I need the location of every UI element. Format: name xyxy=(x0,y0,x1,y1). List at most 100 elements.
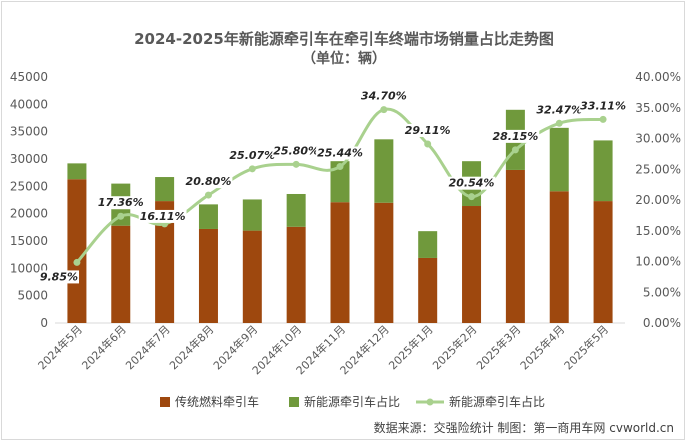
share-point xyxy=(204,191,212,199)
bar-traditional xyxy=(374,202,394,323)
share-data-label: 20.54% xyxy=(449,177,495,190)
legend-label-line: 新能源牵引车占比 xyxy=(449,394,545,409)
share-point xyxy=(380,106,388,114)
bar-traditional xyxy=(418,257,438,323)
share-data-label-bg xyxy=(447,176,496,190)
left-y-tick-label: 0 xyxy=(40,316,48,330)
bar-traditional xyxy=(593,201,613,323)
legend-swatch-traditional xyxy=(160,397,170,407)
x-tick-label: 2025年5月 xyxy=(561,322,611,372)
x-tick-label: 2024年8月 xyxy=(166,322,216,372)
x-tick-label: 2024年6月 xyxy=(79,322,129,372)
bar-traditional xyxy=(111,225,131,323)
bar-traditional xyxy=(505,169,525,323)
bar-new-energy xyxy=(418,231,438,258)
left-y-tick-label: 40000 xyxy=(10,97,48,111)
legend-label-new-energy-bar: 新能源牵引车占比 xyxy=(304,394,400,409)
share-data-label: 34.70% xyxy=(361,90,407,103)
share-data-label: 9.85% xyxy=(40,270,78,283)
legend-label-traditional: 传统燃料牵引车 xyxy=(175,394,259,409)
share-data-label-bg xyxy=(316,146,364,160)
legend-swatch-line-marker xyxy=(426,398,434,406)
bar-traditional xyxy=(198,228,218,323)
bar-traditional xyxy=(242,230,262,323)
right-y-tick-label: 15.00% xyxy=(635,224,681,238)
share-point xyxy=(117,212,125,220)
left-y-tick-label: 35000 xyxy=(10,125,48,139)
right-y-tick-label: 20.00% xyxy=(635,193,681,207)
bar-new-energy xyxy=(330,161,350,203)
right-y-tick-label: 5.00% xyxy=(643,285,681,299)
right-y-tick-label: 30.00% xyxy=(635,132,681,146)
bar-new-energy xyxy=(67,163,87,180)
bar-new-energy xyxy=(155,177,175,202)
share-data-label: 33.11% xyxy=(580,99,626,112)
share-data-label: 16.11% xyxy=(140,210,186,223)
bar-new-energy xyxy=(549,127,569,192)
share-point xyxy=(468,193,476,201)
share-data-label-bg xyxy=(96,196,145,210)
bar-traditional xyxy=(155,201,175,323)
x-tick-label: 2025年2月 xyxy=(429,322,479,372)
x-tick-label: 2025年4月 xyxy=(517,322,567,372)
share-data-label-bg xyxy=(272,144,321,158)
bar-traditional xyxy=(286,226,306,323)
line-series xyxy=(73,106,607,266)
legend-swatch-new-energy-bar xyxy=(289,397,299,407)
left-y-tick-label: 20000 xyxy=(10,207,48,221)
x-tick-label: 2024年7月 xyxy=(123,322,173,372)
chart-subtitle: （单位：辆） xyxy=(302,50,386,67)
bar-new-energy xyxy=(593,140,613,202)
share-point xyxy=(248,165,256,173)
share-data-label: 20.80% xyxy=(186,175,232,188)
share-point xyxy=(424,140,432,148)
right-y-tick-label: 10.00% xyxy=(635,255,681,269)
share-point xyxy=(511,146,519,154)
share-point xyxy=(555,119,563,127)
bar-traditional xyxy=(330,202,350,323)
share-data-label: 28.15% xyxy=(492,130,538,143)
right-y-tick-label: 40.00% xyxy=(635,70,681,84)
share-point xyxy=(73,258,81,266)
share-data-label-bg xyxy=(38,270,80,284)
left-y-axis: 0 5000 10000 15000 20000 25000 30000 35000 40000… xyxy=(10,70,48,330)
source-note: 数据来源：交强险统计 制图：第一商用车网 cvworld.cn xyxy=(374,420,674,435)
left-y-tick-label: 45000 xyxy=(10,70,48,84)
x-axis-labels: 2024年5月2024年6月2024年7月2024年8月2024年9月2024年… xyxy=(35,322,611,377)
bar-traditional xyxy=(462,206,482,323)
bar-new-energy xyxy=(198,204,218,229)
share-data-label: 17.36% xyxy=(98,196,144,209)
right-y-axis: 0.00% 5.00% 10.00% 15.00% 20.00% 25.00% 30.00%… xyxy=(635,70,681,330)
share-data-label: 32.47% xyxy=(536,103,582,116)
share-data-label-bg xyxy=(228,148,277,162)
right-y-tick-label: 0.00% xyxy=(643,316,681,330)
share-data-label-bg xyxy=(403,123,452,137)
share-data-label-bg xyxy=(359,89,408,103)
left-y-tick-label: 25000 xyxy=(10,179,48,193)
share-data-label-bg xyxy=(491,129,540,143)
bar-traditional xyxy=(67,179,87,323)
share-point xyxy=(292,160,300,168)
share-point xyxy=(599,115,607,123)
right-y-tick-label: 25.00% xyxy=(635,162,681,176)
share-data-label: 25.80% xyxy=(273,144,319,157)
data-labels: 9.85% 17.36%16.11% 20.80% 25.07%25.80%25.44… xyxy=(38,89,627,284)
legend: 传统燃料牵引车 新能源牵引车占比 新能源牵引车占比 xyxy=(160,394,545,409)
bar-new-energy xyxy=(242,199,262,231)
bar-traditional xyxy=(549,191,569,323)
share-data-label: 29.11% xyxy=(405,124,451,137)
bar-new-energy xyxy=(286,193,306,227)
left-y-tick-label: 10000 xyxy=(10,261,48,275)
chart-title: 2024-2025年新能源牵引车在牵引车终端市场销量占比走势图 xyxy=(134,30,554,48)
bar-new-energy xyxy=(374,139,394,203)
left-y-tick-label: 5000 xyxy=(17,289,48,303)
share-data-label: 25.44% xyxy=(317,147,363,160)
left-y-tick-label: 15000 xyxy=(10,234,48,248)
x-tick-label: 2025年1月 xyxy=(386,322,436,372)
share-data-label: 25.07% xyxy=(229,149,275,162)
share-data-label-bg xyxy=(184,175,233,189)
x-tick-label: 2025年3月 xyxy=(473,322,523,372)
right-y-tick-label: 35.00% xyxy=(635,101,681,115)
share-point xyxy=(336,163,344,171)
